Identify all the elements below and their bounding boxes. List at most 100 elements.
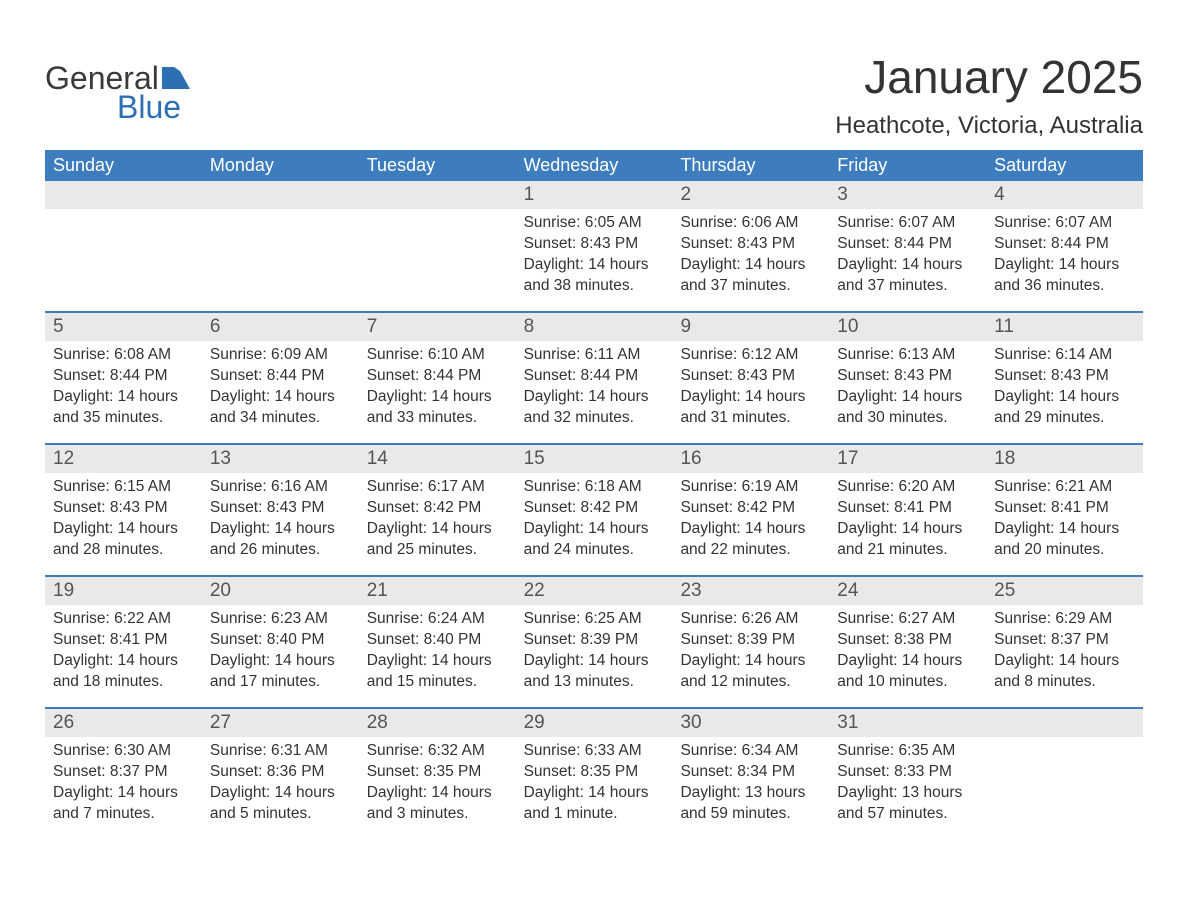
calendar-day-cell <box>45 181 202 311</box>
day-number-row: 12 <box>45 445 202 473</box>
day-number: 17 <box>837 448 858 469</box>
weekday-label: Saturday <box>986 150 1143 181</box>
day-number: 27 <box>210 712 231 733</box>
sunset-text: Sunset: 8:36 PM <box>210 762 351 783</box>
daylight-text: Daylight: 14 hours <box>994 255 1135 276</box>
day-number-row: 31 <box>829 709 986 737</box>
day-number: 16 <box>680 448 701 469</box>
daylight-text: and 37 minutes. <box>837 276 978 297</box>
sunrise-text: Sunrise: 6:07 AM <box>837 213 978 234</box>
sunset-text: Sunset: 8:44 PM <box>837 234 978 255</box>
daylight-text: and 31 minutes. <box>680 408 821 429</box>
daylight-text: and 35 minutes. <box>53 408 194 429</box>
daylight-text: and 18 minutes. <box>53 672 194 693</box>
daylight-text: Daylight: 14 hours <box>837 255 978 276</box>
calendar-day-cell: 29 Sunrise: 6:33 AMSunset: 8:35 PMDayligh… <box>516 709 673 839</box>
calendar-day-cell: 8 Sunrise: 6:11 AMSunset: 8:44 PMDaylight… <box>516 313 673 443</box>
calendar-day-cell: 14Sunrise: 6:17 AMSunset: 8:42 PMDayligh… <box>359 445 516 575</box>
day-number: 24 <box>837 580 858 601</box>
daylight-text: Daylight: 14 hours <box>53 651 194 672</box>
calendar-day-cell: 20Sunrise: 6:23 AMSunset: 8:40 PMDayligh… <box>202 577 359 707</box>
page-header: General Blue January 2025 Heathcote, Vic… <box>45 50 1143 140</box>
day-content: Sunrise: 6:09 AMSunset: 8:44 PMDaylight:… <box>202 341 359 435</box>
calendar-day-cell: 24Sunrise: 6:27 AMSunset: 8:38 PMDayligh… <box>829 577 986 707</box>
day-number: 8 <box>524 316 535 337</box>
day-number-row: 4 <box>986 181 1143 209</box>
sunrise-text: Sunrise: 6:26 AM <box>680 609 821 630</box>
daylight-text: and 3 minutes. <box>367 804 508 825</box>
sunrise-text: Sunrise: 6:13 AM <box>837 345 978 366</box>
day-number: 11 <box>994 316 1014 337</box>
calendar-day-cell: 30Sunrise: 6:34 AMSunset: 8:34 PMDayligh… <box>672 709 829 839</box>
daylight-text: Daylight: 14 hours <box>524 387 665 408</box>
daylight-text: and 28 minutes. <box>53 540 194 561</box>
daylight-text: Daylight: 14 hours <box>680 651 821 672</box>
daylight-text: Daylight: 13 hours <box>837 783 978 804</box>
day-number: 5 <box>53 316 64 337</box>
day-number-row: 30 <box>672 709 829 737</box>
sunset-text: Sunset: 8:43 PM <box>680 234 821 255</box>
calendar-day-cell: 22Sunrise: 6:25 AMSunset: 8:39 PMDayligh… <box>516 577 673 707</box>
sunrise-text: Sunrise: 6:32 AM <box>367 741 508 762</box>
daylight-text: and 10 minutes. <box>837 672 978 693</box>
day-number: 23 <box>680 580 701 601</box>
calendar-day-cell: 19Sunrise: 6:22 AMSunset: 8:41 PMDayligh… <box>45 577 202 707</box>
day-number: 12 <box>53 448 74 469</box>
daylight-text: and 26 minutes. <box>210 540 351 561</box>
logo-text-blue: Blue <box>117 89 192 126</box>
day-content: Sunrise: 6:11 AMSunset: 8:44 PMDaylight:… <box>516 341 673 435</box>
day-number-row: 24 <box>829 577 986 605</box>
day-number: 29 <box>524 712 545 733</box>
daylight-text: Daylight: 14 hours <box>524 651 665 672</box>
sunset-text: Sunset: 8:41 PM <box>53 630 194 651</box>
weeks-container: 1Sunrise: 6:05 AMSunset: 8:43 PMDaylight… <box>45 181 1143 839</box>
sunrise-text: Sunrise: 6:21 AM <box>994 477 1135 498</box>
day-number-row: 20 <box>202 577 359 605</box>
sunrise-text: Sunrise: 6:09 AM <box>210 345 351 366</box>
sunset-text: Sunset: 8:42 PM <box>524 498 665 519</box>
sunset-text: Sunset: 8:38 PM <box>837 630 978 651</box>
day-number: 1 <box>524 184 535 205</box>
calendar-day-cell: 23Sunrise: 6:26 AMSunset: 8:39 PMDayligh… <box>672 577 829 707</box>
sunrise-text: Sunrise: 6:33 AM <box>524 741 665 762</box>
day-number: 31 <box>837 712 858 733</box>
day-content: Sunrise: 6:06 AMSunset: 8:43 PMDaylight:… <box>672 209 829 303</box>
sunset-text: Sunset: 8:37 PM <box>53 762 194 783</box>
sunrise-text: Sunrise: 6:34 AM <box>680 741 821 762</box>
sunrise-text: Sunrise: 6:31 AM <box>210 741 351 762</box>
calendar-week-row: 5Sunrise: 6:08 AMSunset: 8:44 PMDaylight… <box>45 311 1143 443</box>
daylight-text: and 34 minutes. <box>210 408 351 429</box>
calendar-day-cell: 16Sunrise: 6:19 AMSunset: 8:42 PMDayligh… <box>672 445 829 575</box>
weekday-label: Wednesday <box>516 150 673 181</box>
sunset-text: Sunset: 8:41 PM <box>837 498 978 519</box>
weekday-label: Friday <box>829 150 986 181</box>
sunrise-text: Sunrise: 6:22 AM <box>53 609 194 630</box>
sunset-text: Sunset: 8:37 PM <box>994 630 1135 651</box>
day-number: 30 <box>680 712 701 733</box>
day-number-row: 11 <box>986 313 1143 341</box>
sunset-text: Sunset: 8:43 PM <box>837 366 978 387</box>
sunrise-text: Sunrise: 6:15 AM <box>53 477 194 498</box>
day-number: 20 <box>210 580 231 601</box>
day-number-row: 17 <box>829 445 986 473</box>
day-number: 21 <box>367 580 388 601</box>
daylight-text: Daylight: 14 hours <box>837 519 978 540</box>
daylight-text: Daylight: 14 hours <box>367 651 508 672</box>
sunrise-text: Sunrise: 6:25 AM <box>524 609 665 630</box>
day-number: 14 <box>367 448 388 469</box>
calendar-page: General Blue January 2025 Heathcote, Vic… <box>0 0 1188 869</box>
calendar-day-cell: 7Sunrise: 6:10 AMSunset: 8:44 PMDaylight… <box>359 313 516 443</box>
daylight-text: Daylight: 14 hours <box>524 255 665 276</box>
daylight-text: and 24 minutes. <box>524 540 665 561</box>
daylight-text: and 25 minutes. <box>367 540 508 561</box>
day-number-row <box>986 709 1143 737</box>
daylight-text: and 59 minutes. <box>680 804 821 825</box>
daylight-text: and 5 minutes. <box>210 804 351 825</box>
daylight-text: and 36 minutes. <box>994 276 1135 297</box>
day-content: Sunrise: 6:33 AMSunset: 8:35 PMDaylight:… <box>516 737 673 831</box>
daylight-text: and 22 minutes. <box>680 540 821 561</box>
daylight-text: and 20 minutes. <box>994 540 1135 561</box>
daylight-text: and 32 minutes. <box>524 408 665 429</box>
calendar-day-cell: 12Sunrise: 6:15 AMSunset: 8:43 PMDayligh… <box>45 445 202 575</box>
day-number-row: 23 <box>672 577 829 605</box>
